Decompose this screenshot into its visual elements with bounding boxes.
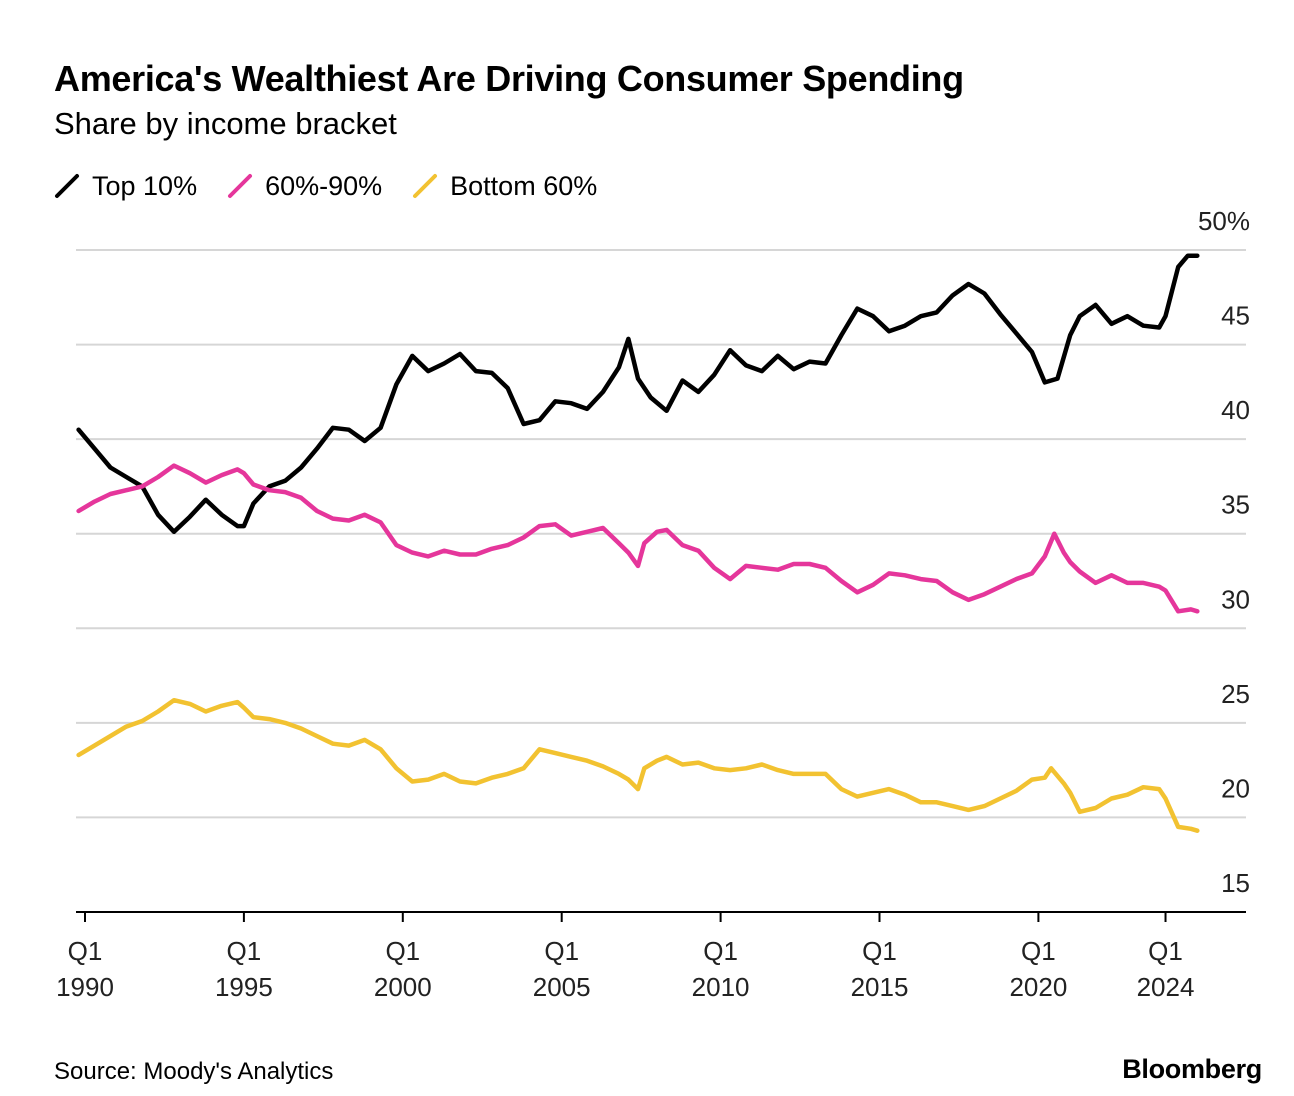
legend-label-top-10: Top 10% (92, 170, 198, 201)
x-axis: Q1 1990 Q1 1995 Q1 2000 Q1 2005 Q1 2010 Q1 2015 Q1 20… (56, 911, 1246, 1002)
x-tick-label-year-2005: 2005 (533, 972, 591, 1002)
grid-lines (76, 249, 1246, 819)
legend-item-60-90: 60%-90% (227, 171, 382, 202)
legend-swatch-top-10 (55, 174, 79, 198)
y-tick-label-15: 15 (1221, 868, 1250, 898)
source-note: Source: Moody's Analytics (54, 1058, 334, 1085)
bloomberg-logo: Bloomberg (1122, 1054, 1262, 1084)
chart-title: America's Wealthiest Are Driving Consume… (54, 58, 964, 99)
y-axis-tick-labels: 50% 45 40 35 30 25 20 15 (1198, 206, 1250, 898)
legend-swatch-60-90 (228, 174, 253, 198)
legend-label-bottom-60: Bottom 60% (450, 170, 598, 201)
legend-swatch-bottom-60 (413, 174, 438, 198)
x-tick-label-quarter-1990: Q1 (68, 936, 103, 966)
x-tick-label-year-2010: 2010 (692, 972, 750, 1002)
y-tick-label-25: 25 (1221, 679, 1250, 709)
y-tick-label-20: 20 (1221, 773, 1250, 803)
series-line-top-10 (76, 253, 1200, 535)
legend-label-60-90: 60%-90% (265, 170, 383, 201)
y-tick-label-50: 50% (1198, 206, 1250, 236)
x-tick-label-year-2000: 2000 (374, 972, 432, 1002)
x-tick-label-quarter-2020: Q1 (1021, 936, 1056, 966)
y-tick-label-40: 40 (1221, 395, 1250, 425)
x-tick-label-quarter-2015: Q1 (862, 936, 897, 966)
x-tick-label-quarter-2005: Q1 (544, 936, 579, 966)
series-line-60-90 (76, 463, 1200, 614)
x-tick-label-year-2015: 2015 (851, 972, 909, 1002)
y-tick-label-45: 45 (1221, 301, 1250, 331)
y-tick-label-35: 35 (1221, 490, 1250, 520)
chart-subtitle: Share by income bracket (54, 106, 397, 141)
y-tick-label-30: 30 (1221, 584, 1250, 614)
series-line-bottom-60 (76, 697, 1200, 833)
legend-item-top-10: Top 10% (54, 171, 197, 202)
legend-item-bottom-60: Bottom 60% (412, 171, 597, 202)
legend: Top 10% 60%-90% Bottom 60% (54, 168, 627, 204)
series-lines (76, 253, 1200, 833)
x-tick-label-year-1990: 1990 (56, 972, 114, 1002)
x-tick-label-year-2020: 2020 (1009, 972, 1067, 1002)
x-tick-label-quarter-2000: Q1 (385, 936, 420, 966)
x-tick-label-quarter-2010: Q1 (703, 936, 738, 966)
x-tick-label-quarter-2024: Q1 (1148, 936, 1183, 966)
x-tick-label-quarter-1995: Q1 (227, 936, 262, 966)
x-tick-label-year-1995: 1995 (215, 972, 273, 1002)
x-tick-label-year-2024: 2024 (1137, 972, 1195, 1002)
